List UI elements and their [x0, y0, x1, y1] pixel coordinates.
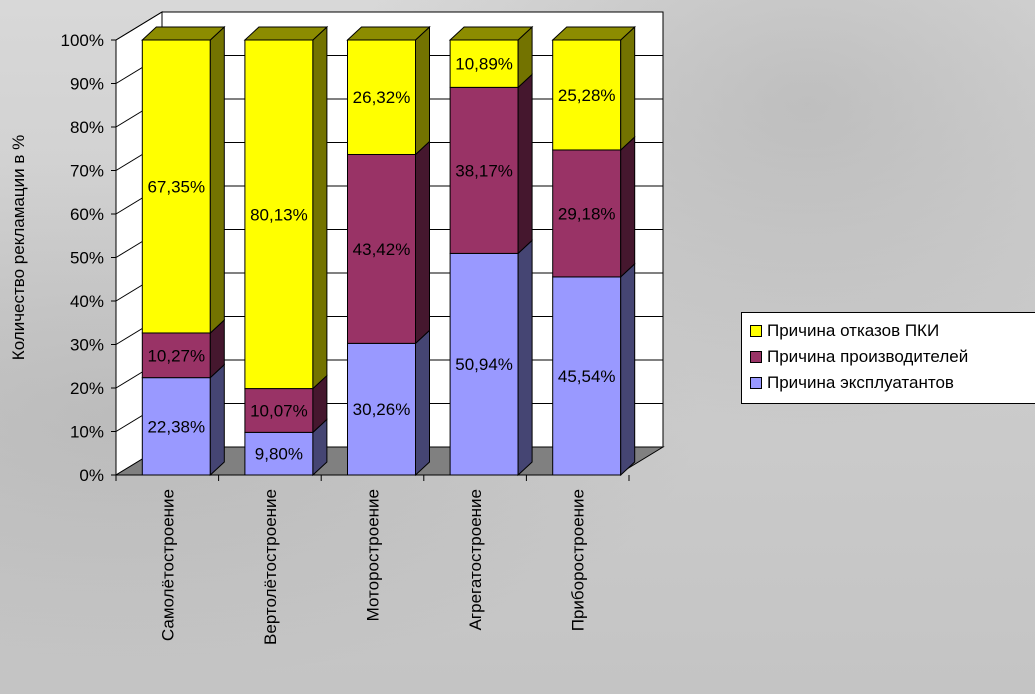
legend-item: Причина эксплуатантов [750, 370, 1035, 396]
data-label: 30,26% [353, 400, 411, 419]
y-tick-label: 70% [70, 162, 104, 181]
data-label: 26,32% [353, 88, 411, 107]
bar-segment [141, 332, 211, 379]
data-label: 67,35% [147, 177, 205, 196]
legend-swatch [750, 351, 762, 363]
y-tick-label: 60% [70, 205, 104, 224]
bar-segment-top [243, 26, 329, 41]
gridline-side [115, 11, 163, 41]
data-label: 10,27% [147, 346, 205, 365]
data-label: 43,42% [353, 240, 411, 259]
bar-segment [244, 39, 314, 390]
y-tick-label: 0% [79, 466, 104, 485]
chart-legend: Причина отказов ПКИ Причина производителе… [741, 312, 1035, 404]
bar-segment [244, 388, 314, 433]
y-tick-label: 90% [70, 75, 104, 94]
bar-segment-side [312, 25, 328, 390]
bar-segment-side [415, 329, 430, 477]
data-label: 45,54% [558, 367, 616, 386]
y-tick-label: 100% [61, 31, 104, 50]
bar-segment-top [448, 26, 534, 41]
legend-label: Причина производителей [767, 347, 969, 366]
bar-segment-side [415, 140, 430, 345]
y-tick-label: 10% [70, 423, 104, 442]
legend-swatch [750, 325, 762, 337]
data-label: 80,13% [250, 205, 308, 224]
bar-segment [244, 431, 314, 476]
bar-segment-side [620, 262, 636, 477]
bar-segment [347, 39, 416, 155]
legend-label: Причина отказов ПКИ [767, 321, 940, 340]
legend-label: Причина эксплуатантов [767, 373, 954, 392]
bar-segment-side [517, 239, 533, 477]
data-label: 50,94% [455, 355, 513, 374]
bar-segment [141, 39, 211, 334]
data-label: 29,18% [558, 204, 616, 223]
legend-item: Причина отказов ПКИ [750, 318, 1035, 344]
bar-segment-top [141, 26, 226, 41]
x-category-label: Моторостроение [364, 489, 383, 621]
x-category-label: Самолётостроение [158, 489, 177, 641]
bar-segment [449, 39, 519, 88]
bar-segment-side [620, 25, 636, 152]
legend-swatch [750, 377, 762, 389]
y-tick-label: 40% [70, 292, 104, 311]
y-tick-label: 50% [70, 249, 104, 268]
data-label: 22,38% [147, 417, 205, 436]
data-label: 38,17% [455, 161, 513, 180]
y-tick-label: 20% [70, 379, 104, 398]
bar-segment-side [209, 25, 225, 335]
data-label: 10,89% [455, 55, 513, 74]
data-label: 25,28% [558, 86, 616, 105]
bar-segment [552, 276, 622, 476]
bar-segment-side [415, 25, 430, 156]
y-tick-label: 30% [70, 336, 104, 355]
bar-segment [347, 342, 416, 476]
bar-segment [449, 252, 519, 476]
data-label: 9,80% [255, 445, 303, 464]
bar-segment-top [551, 26, 636, 41]
bar-segment-side [517, 73, 533, 255]
y-tick-label: 80% [70, 118, 104, 137]
x-category-label: Приборостроение [569, 489, 588, 631]
bar-segment-top [346, 26, 431, 41]
data-label: 10,07% [250, 401, 308, 420]
bar-segment-side [209, 363, 225, 477]
bar-segment [141, 377, 211, 476]
y-axis-title: Количество рекламации в % [9, 135, 28, 360]
x-category-label: Агрегатостроение [466, 489, 485, 630]
x-category-label: Вертолётостроение [261, 489, 280, 645]
legend-item: Причина производителей [750, 344, 1035, 370]
bar-segment-side [620, 135, 636, 279]
